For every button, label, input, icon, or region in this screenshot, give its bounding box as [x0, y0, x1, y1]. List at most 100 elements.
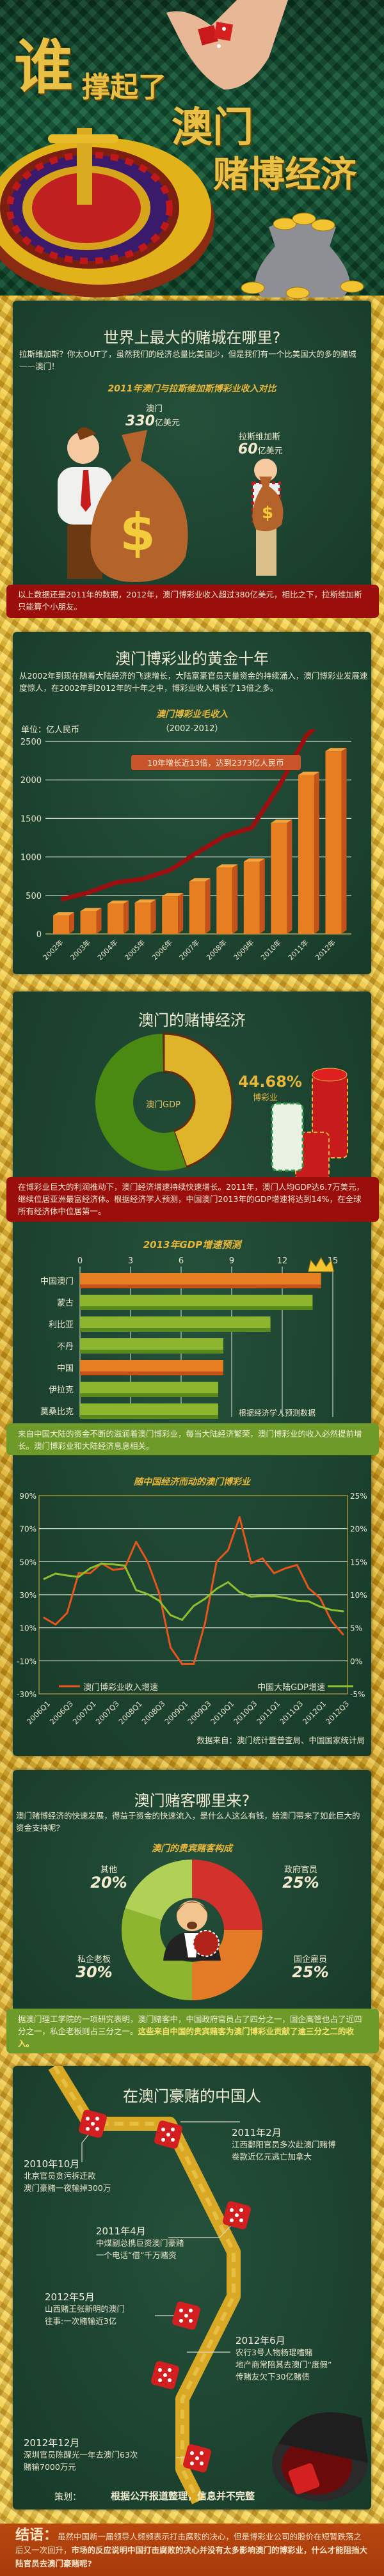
x-tick-label: 2009Q1	[163, 1699, 189, 1726]
event-description: 一个电话“借”千万赌资	[96, 2250, 177, 2260]
lasvegas-revenue: 60亿美元	[238, 441, 283, 457]
section-text: 拉斯维加斯？你太OUT了，虽然我们的经济总量比美国少，但是我们有一个比美国大的多…	[19, 349, 356, 371]
event-date: 2011年2月	[232, 2127, 282, 2138]
x-tick-label: 12	[277, 1256, 288, 1266]
x-tick-label: 2012Q1	[301, 1699, 328, 1726]
note-box: 据澳门理工学院的一项研究表明，澳门赌客中，中国政府官员占了四分之一，国企高管也占…	[6, 2009, 379, 2053]
data-point	[342, 1633, 344, 1636]
bar-side	[205, 878, 211, 934]
pie-segment	[192, 1930, 262, 2000]
x-tick-label: 3	[128, 1256, 133, 1266]
dice-pip	[184, 2314, 188, 2318]
dice-pip	[230, 2218, 234, 2222]
left-tick-label: 70%	[19, 1525, 36, 1534]
bar-front	[271, 823, 287, 934]
x-tick-label: 2010Q1	[209, 1699, 236, 1726]
conclusion-emphasis: 市场的反应说明中国打击腐败的决心并没有太多影响澳门的博彩业，什么才能阻挡大陆官员…	[15, 2545, 368, 2568]
x-tick-label: 2002年	[41, 938, 65, 961]
pie-segment	[121, 1908, 192, 2000]
man-and-boy-with-money-bags-illustration: $ $	[58, 427, 284, 582]
chart-subtitle: （2002-2012）	[161, 724, 223, 734]
bar-front	[325, 751, 342, 934]
bar-front	[189, 881, 205, 934]
bar-side	[178, 893, 184, 934]
event-description: 中煤副总携巨资澳门豪赌	[96, 2238, 184, 2248]
bar-top	[216, 864, 238, 868]
chart-subtitle: 2011年澳门与拉斯维加斯博彩业收入对比	[108, 384, 276, 394]
data-point	[147, 1593, 149, 1595]
country-label: 中国	[57, 1364, 74, 1373]
bar-top	[134, 899, 156, 903]
bar-front	[108, 903, 124, 934]
legend-label: 中国大陆GDP增速	[257, 1682, 325, 1693]
credit-note: 根据公开报道整理，信息并不完整	[111, 2490, 255, 2502]
data-point	[319, 1606, 321, 1608]
y-tick-label: 2000	[20, 776, 42, 786]
bar-top	[189, 878, 211, 881]
conclusion-text: 虽然中国新一届领导人频频表示打击腐败的决心，但是博彩业公司的股价在短暂跌落之后又…	[15, 2532, 362, 2555]
data-point	[66, 1611, 68, 1614]
x-tick-label: 2009Q3	[186, 1699, 212, 1726]
gdp-share-donut-chart	[95, 1032, 234, 1171]
bar-side	[232, 864, 238, 934]
segment-value: 30%	[76, 1963, 113, 1981]
macau-unit: 亿美元	[154, 418, 180, 428]
dice-pip	[158, 2368, 162, 2372]
casino-chips-icon	[271, 1068, 348, 1181]
data-point	[43, 1577, 45, 1580]
data-point	[330, 1609, 333, 1611]
x-tick-label: 2008年	[204, 938, 228, 961]
left-tick-label: 50%	[19, 1558, 36, 1567]
event-description: 山西赌王张新明的澳门	[45, 2304, 125, 2314]
bar-side	[287, 819, 292, 934]
dice-icon	[172, 2302, 200, 2330]
bar-front	[298, 775, 314, 934]
dice-pip	[189, 2319, 193, 2323]
event-description: 地产商常陪其去澳门“度假”	[236, 2360, 332, 2369]
data-point	[284, 1567, 287, 1570]
gambling-share-segment	[163, 1032, 234, 1168]
data-point	[215, 1588, 218, 1590]
bar-side	[150, 899, 156, 934]
pie-segment	[192, 1860, 262, 1930]
dice-pip	[86, 2127, 90, 2131]
data-point	[238, 1516, 241, 1519]
x-tick-label: 2007Q1	[71, 1699, 98, 1726]
left-tick-label: 90%	[19, 1492, 36, 1501]
left-tick-label: -30%	[17, 1690, 36, 1699]
big-money-bag-icon: $	[90, 430, 188, 582]
country-label: 蒙古	[57, 1299, 74, 1308]
dice-pip	[235, 2213, 239, 2217]
dice-pip	[161, 2138, 165, 2142]
x-tick-label: 2012Q3	[324, 1699, 351, 1726]
header-banner: 谁 撑起了 澳门 赌博经济	[0, 0, 384, 299]
dice-icon	[151, 2361, 179, 2389]
data-point	[296, 1599, 298, 1602]
section-title: 澳门赌客哪里来?	[134, 1792, 250, 1810]
x-tick-label: 2007Q3	[94, 1699, 121, 1726]
dealer-avatar-icon	[163, 1900, 221, 1961]
bar-side	[314, 771, 319, 934]
dice-pip	[171, 2138, 175, 2142]
dice-pip	[168, 2378, 172, 2382]
country-label: 伊拉克	[49, 1386, 74, 1395]
segment-value: 25%	[292, 1963, 329, 1981]
gdp-source-note: 根据经济学人预测数据	[239, 1409, 316, 1418]
data-point	[330, 1620, 333, 1622]
data-point	[193, 1605, 195, 1608]
dice-pip	[195, 2456, 199, 2460]
y-tick-label: 1000	[20, 853, 42, 863]
bar-front	[53, 915, 69, 934]
country-label: 不丹	[57, 1342, 74, 1352]
segment-label: 政府官员	[284, 1865, 317, 1875]
bar-top	[80, 908, 102, 912]
data-point	[181, 1618, 184, 1621]
series-line	[44, 1516, 344, 1665]
x-tick-label: 2011年	[286, 938, 310, 961]
bar-top	[53, 912, 74, 916]
lasvegas-label: 拉斯维加斯	[239, 432, 281, 442]
event-description: 深圳官员陈醒光一年去澳门63次	[24, 2450, 138, 2460]
data-point	[296, 1564, 298, 1566]
data-point	[54, 1624, 57, 1625]
macau-revenue: 330亿美元	[125, 413, 180, 429]
